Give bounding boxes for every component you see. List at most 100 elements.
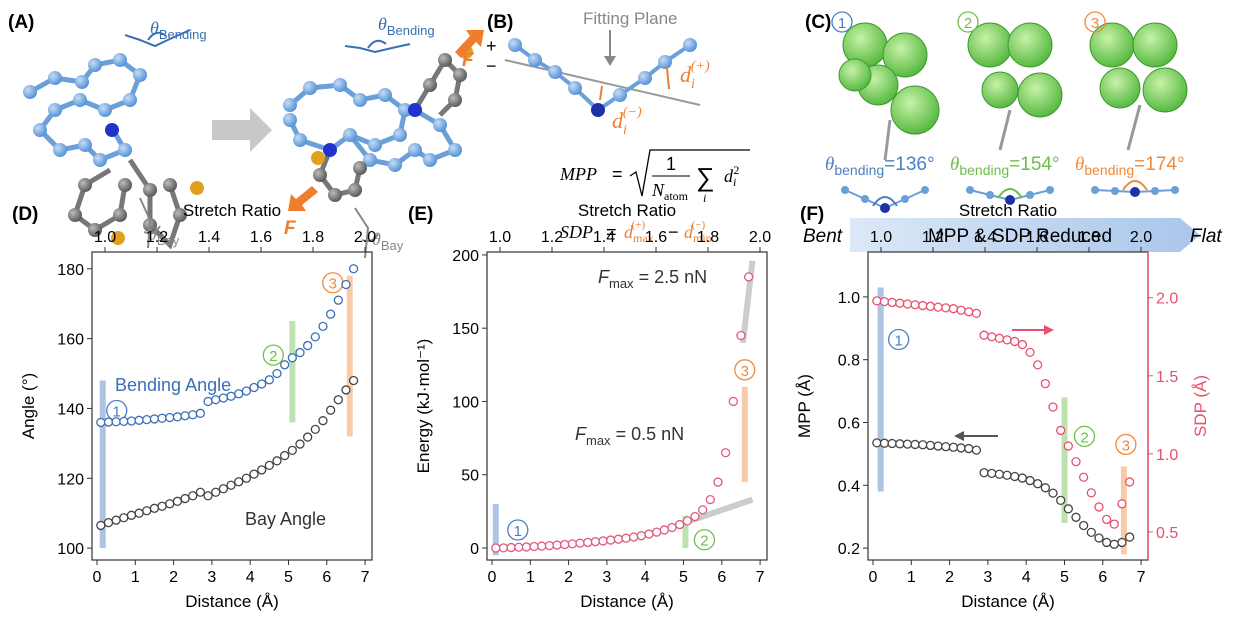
y-tick-label: 150 xyxy=(452,321,479,338)
data-point xyxy=(273,457,281,465)
theta-label: θbending=174° xyxy=(1075,154,1185,178)
data-point xyxy=(1126,478,1134,486)
superscript: (+) xyxy=(691,59,710,74)
figure: (A) xyxy=(0,0,1233,616)
data-point xyxy=(265,461,273,469)
theta: θ xyxy=(950,154,959,175)
data-point xyxy=(507,544,515,552)
data-point xyxy=(630,533,638,541)
data-point xyxy=(196,488,204,496)
data-point xyxy=(173,497,181,505)
data-point xyxy=(676,521,684,529)
data-point xyxy=(166,414,174,422)
data-point xyxy=(1011,337,1019,345)
series-label: Bay Angle xyxy=(245,509,326,529)
x-tick-label: 5 xyxy=(284,569,293,586)
data-point xyxy=(258,466,266,474)
data-point xyxy=(150,504,158,512)
d-minus: di(−) xyxy=(612,105,642,138)
data-point xyxy=(942,443,950,451)
x-tick-label: 3 xyxy=(983,569,992,586)
data-point xyxy=(135,416,143,424)
sdp-formula: SDP = dmax(+) − dmin(−) xyxy=(560,219,712,245)
data-point xyxy=(745,273,753,281)
data-point xyxy=(1057,426,1065,434)
subscript: i xyxy=(733,175,736,189)
data-point xyxy=(880,439,888,447)
data-point xyxy=(980,469,988,477)
numerator: 1 xyxy=(666,154,676,174)
data-point xyxy=(112,418,120,426)
data-point xyxy=(668,523,676,531)
x-tick-label: 7 xyxy=(361,569,370,586)
data-point xyxy=(722,449,730,457)
d-plus: di(+) xyxy=(680,59,710,92)
data-point xyxy=(150,415,158,423)
data-point xyxy=(242,474,250,482)
data-point xyxy=(304,342,312,350)
data-point xyxy=(714,478,722,486)
plus-sign: + xyxy=(486,36,497,56)
data-point xyxy=(965,308,973,316)
data-point xyxy=(492,544,500,552)
data-point xyxy=(304,433,312,441)
highlight-label: 3 xyxy=(1122,437,1130,454)
atoms-bent xyxy=(23,53,204,245)
force-arrow xyxy=(288,186,318,211)
annotation-sub: max xyxy=(609,276,634,291)
data-point xyxy=(499,544,507,552)
x-axis-label: Distance (Å) xyxy=(580,592,674,611)
x-axis-label: Distance (Å) xyxy=(185,592,279,611)
data-point xyxy=(1072,458,1080,466)
data-point xyxy=(288,354,296,362)
x-tick-label: 2 xyxy=(169,569,178,586)
data-point xyxy=(919,302,927,310)
x-tick-label: 4 xyxy=(246,569,255,586)
data-point xyxy=(296,349,304,357)
data-point xyxy=(189,492,197,500)
data-point xyxy=(219,394,227,402)
data-point xyxy=(522,543,530,551)
data-point xyxy=(653,528,661,536)
y-tick-label: 200 xyxy=(452,248,479,265)
sum: ∑ xyxy=(696,162,715,192)
subscript: Bending xyxy=(387,23,435,38)
data-point xyxy=(1080,521,1088,529)
data-point xyxy=(342,280,350,288)
x-tick-label: 4 xyxy=(641,569,650,586)
x2-tick-label: 1.6 xyxy=(645,229,667,246)
plot-frame xyxy=(868,252,1148,560)
x2-tick-label: 1.8 xyxy=(697,229,719,246)
y2-tick-label: 1.0 xyxy=(1156,447,1178,464)
data-point xyxy=(1103,538,1111,546)
x-tick-label: 5 xyxy=(679,569,688,586)
data-point xyxy=(1064,505,1072,513)
data-point xyxy=(934,303,942,311)
x-tick-label: 1 xyxy=(131,569,140,586)
data-point xyxy=(614,535,622,543)
data-point xyxy=(158,414,166,422)
data-point xyxy=(949,305,957,313)
highlight-label: 1 xyxy=(894,332,902,349)
highlight-label: 3 xyxy=(329,276,337,293)
x-tick-label: 6 xyxy=(717,569,726,586)
data-point xyxy=(1026,477,1034,485)
atoms-flat xyxy=(283,45,473,202)
data-point xyxy=(1095,503,1103,511)
x-tick-label: 3 xyxy=(207,569,216,586)
value: =154° xyxy=(1009,154,1059,175)
y-tick-label: 180 xyxy=(57,262,84,279)
orbital-1 xyxy=(839,23,939,160)
theta-bending-label: θBending xyxy=(150,18,207,42)
data-point xyxy=(911,301,919,309)
x2-tick-label: 1.8 xyxy=(1078,229,1100,246)
mini-atom xyxy=(1111,187,1119,195)
mini-atom xyxy=(841,186,849,194)
x2-tick-label: 1.6 xyxy=(1026,229,1048,246)
data-point xyxy=(926,302,934,310)
y2-tick-label: 0.5 xyxy=(1156,525,1178,542)
y-tick-label: 0.2 xyxy=(838,541,860,558)
data-point xyxy=(342,386,350,394)
axis-arrow-head xyxy=(954,431,964,441)
data-point xyxy=(903,440,911,448)
